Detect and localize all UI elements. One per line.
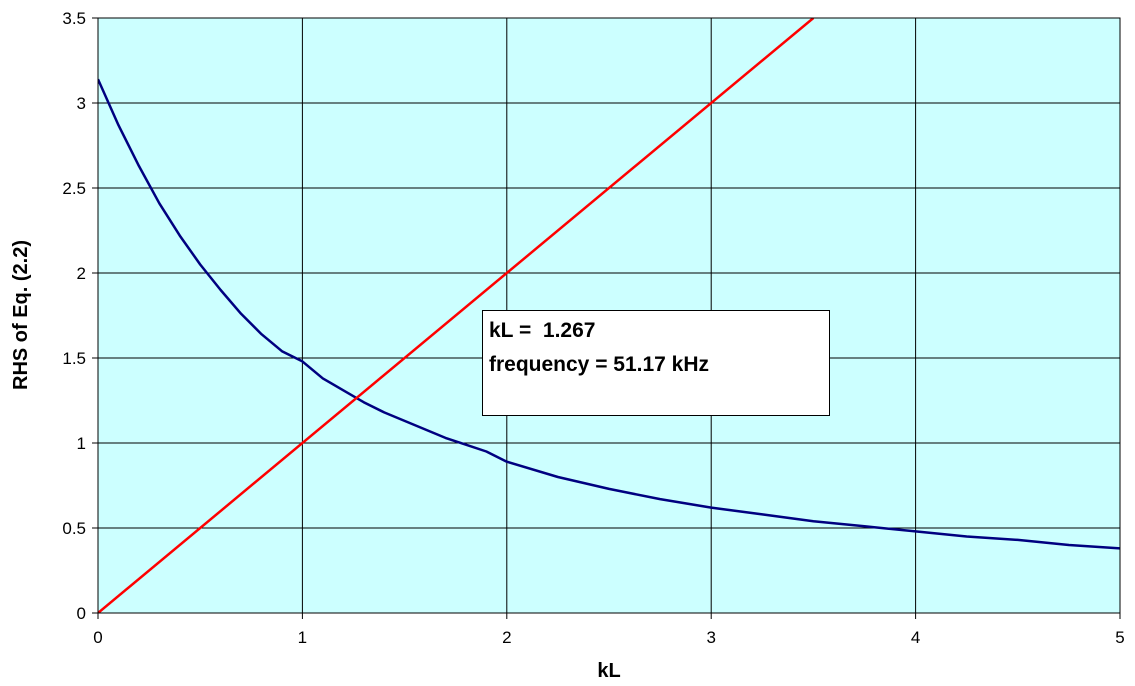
tick-labels: 0 1 2 3 4 5 0 0.5 1 1.5 2 2.5 3 3.5 <box>62 9 1124 647</box>
y-tick-label: 3 <box>77 94 86 113</box>
y-tick-label: 3.5 <box>62 9 86 28</box>
y-tick-label: 0.5 <box>62 519 86 538</box>
x-tick-label: 3 <box>706 628 715 647</box>
plot-border <box>97 17 1121 614</box>
series-curve-line <box>98 78 1120 550</box>
series-straight-line <box>98 18 815 613</box>
annotation-kl-value: kL = 1.267 <box>489 319 596 342</box>
y-tick-label: 1.5 <box>62 349 86 368</box>
y-tick-label: 0 <box>77 604 86 623</box>
series-layer <box>98 18 1120 613</box>
annotation-frequency: frequency = 51.17 kHz <box>489 353 710 376</box>
x-tick-label: 4 <box>911 628 920 647</box>
y-axis-title: RHS of Eq. (2.2) <box>10 240 32 390</box>
y-tick-label: 2 <box>77 264 86 283</box>
x-axis-title: kL <box>597 660 620 682</box>
x-tick-label: 2 <box>502 628 511 647</box>
annotation-box: kL = 1.267 frequency = 51.17 kHz <box>482 310 830 416</box>
y-tick-label: 2.5 <box>62 179 86 198</box>
x-tick-label: 5 <box>1115 628 1124 647</box>
x-tick-label: 0 <box>93 628 102 647</box>
y-tick-label: 1 <box>77 434 86 453</box>
x-tick-label: 1 <box>298 628 307 647</box>
